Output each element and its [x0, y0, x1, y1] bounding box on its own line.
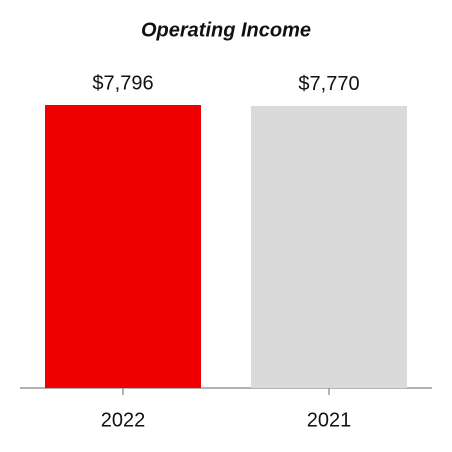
chart-title: Operating Income	[141, 19, 311, 41]
bar	[251, 105, 407, 388]
x-tick-label: 2021	[307, 409, 352, 431]
x-tick-label: 2022	[101, 409, 146, 431]
value-label: $7,796	[92, 72, 153, 94]
bar	[45, 105, 201, 388]
value-label: $7,770	[298, 73, 359, 95]
